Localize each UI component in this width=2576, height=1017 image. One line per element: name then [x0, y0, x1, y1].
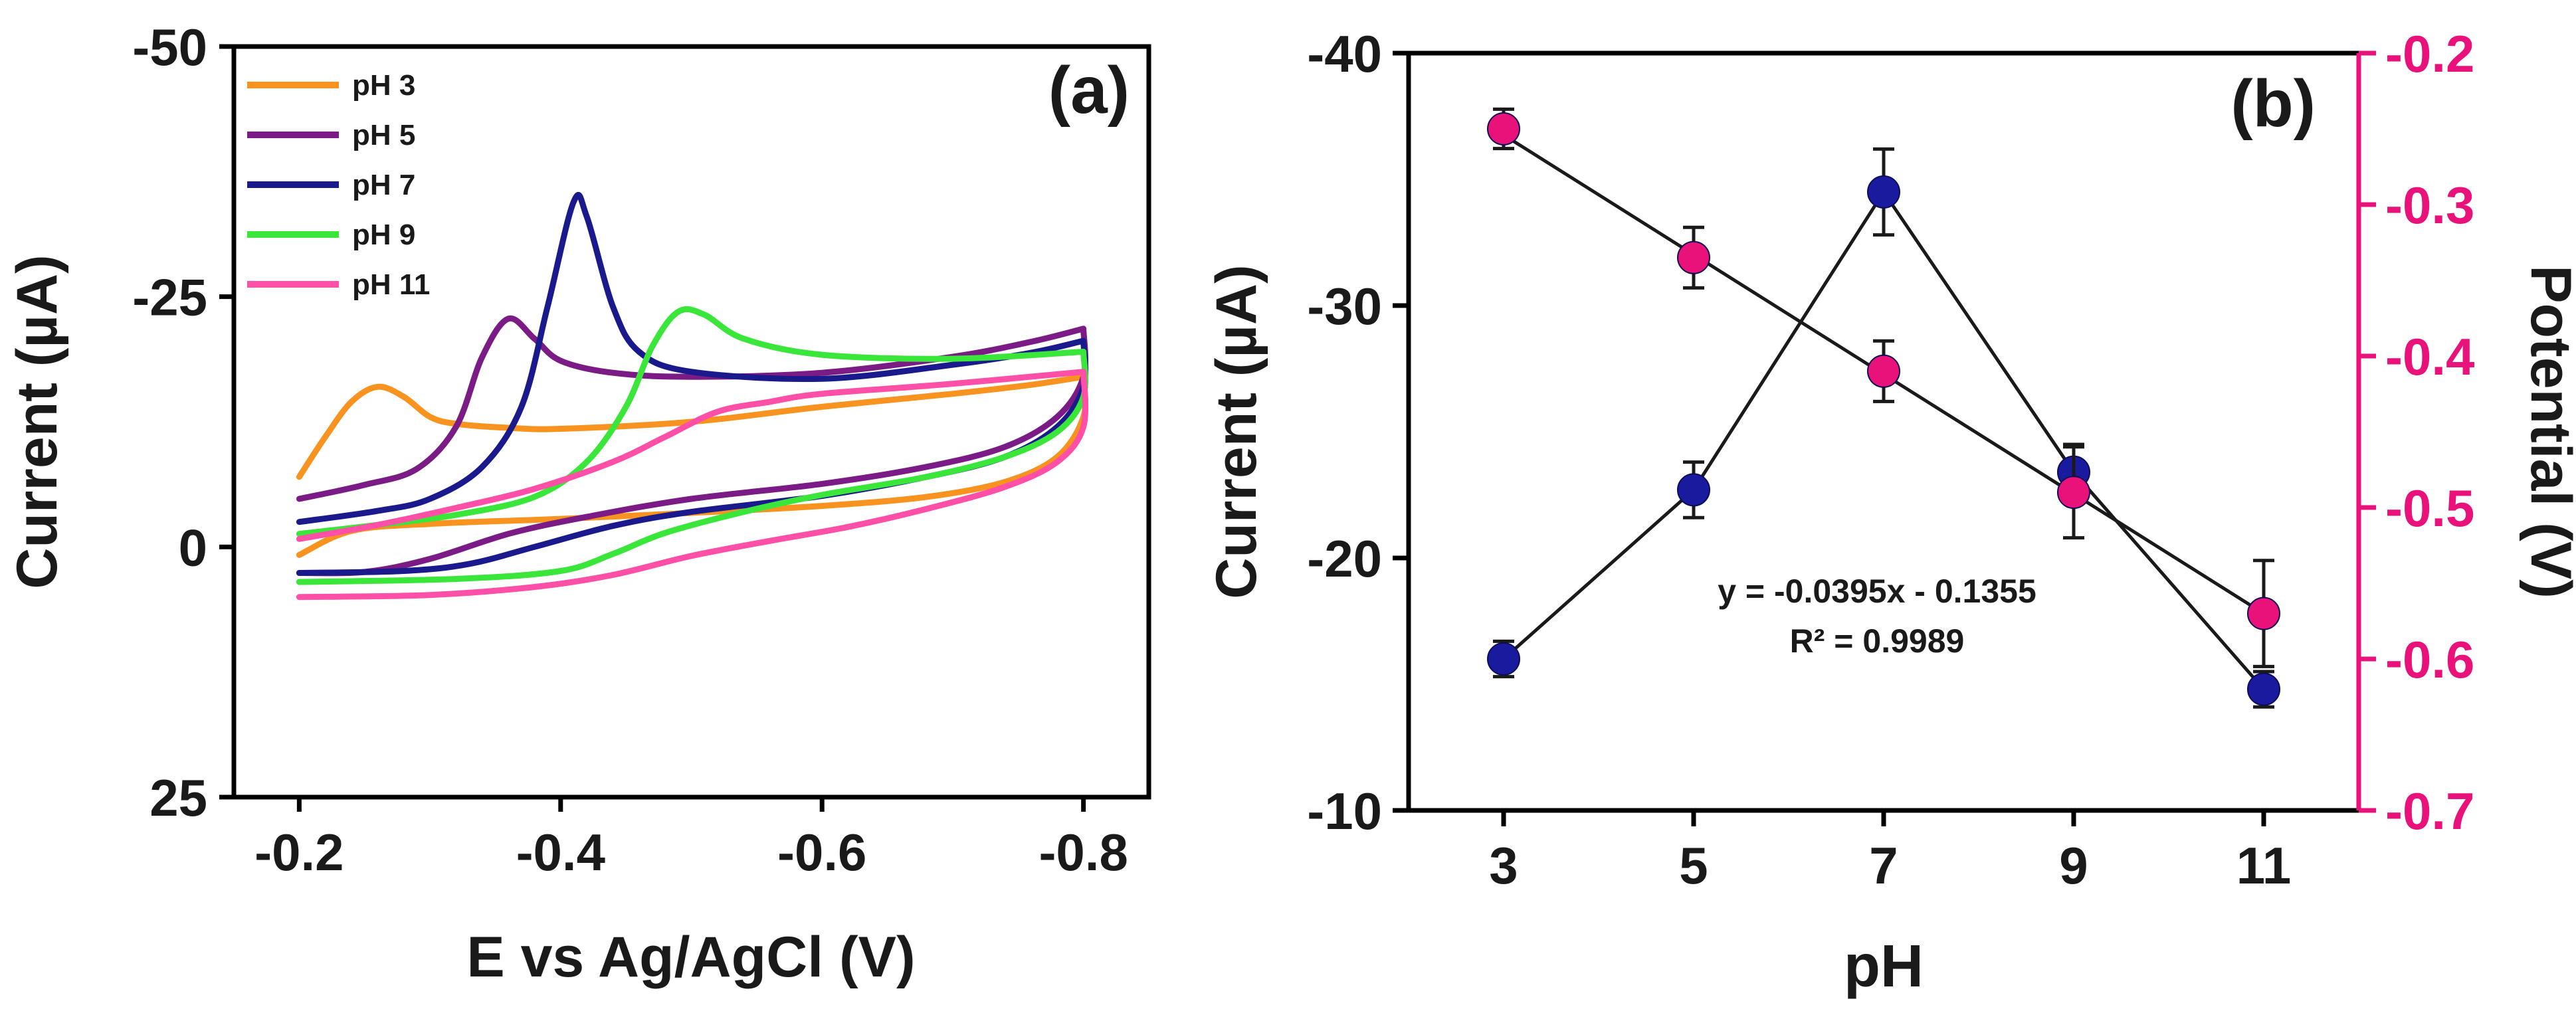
b-y-axis-title-right: Potential (V) — [2519, 265, 2576, 599]
a-curves — [296, 191, 1089, 601]
a-x-ticks: -0.2 -0.4 -0.6 -0.8 — [254, 797, 1128, 881]
legend-label-0: pH 3 — [352, 69, 415, 102]
potential-point — [1487, 112, 1520, 145]
potential-point — [2247, 597, 2280, 630]
legend-label-2: pH 7 — [352, 169, 415, 201]
current-point — [1487, 642, 1520, 676]
a-legend: pH 3 pH 5 pH 7 pH 9 pH 11 — [247, 69, 430, 301]
fit-equation: y = -0.0395x - 0.1355 — [1718, 573, 2036, 610]
fit-r-squared: R² = 0.9989 — [1790, 622, 1965, 660]
cv-forward-4 — [296, 369, 1087, 542]
a-y-tick-label: 25 — [149, 769, 207, 827]
a-y-tick-label: 0 — [179, 518, 207, 577]
b-x-tick-label: 3 — [1489, 836, 1518, 895]
b-y-tick-label-right: -0.5 — [2385, 479, 2474, 537]
b-y-tick-label: -10 — [1307, 782, 1382, 840]
cv-reverse-1 — [296, 325, 1089, 577]
cv-reverse-2 — [296, 337, 1089, 576]
b-y-tick-label-right: -0.3 — [2385, 176, 2474, 234]
a-plot-frame — [231, 44, 1151, 800]
current-connector — [1502, 189, 2265, 691]
potential-point — [2057, 476, 2090, 509]
a-y-tick-label: -25 — [132, 268, 207, 327]
b-y-ticks: -10 -20 -30 -40 — [1307, 25, 1409, 840]
b-x-tick-label: 11 — [2236, 836, 2291, 895]
b-y-tick-label: -40 — [1307, 25, 1382, 83]
b-y-tick-label-right: -0.6 — [2385, 630, 2474, 689]
current-point — [1677, 473, 1710, 507]
b-y-ticks-right: -0.2 -0.3 -0.4 -0.5 -0.6 -0.7 — [2359, 25, 2474, 840]
legend-label-3: pH 9 — [352, 219, 415, 251]
cv-forward-2 — [296, 191, 1087, 525]
a-x-axis-title: E vs Ag/AgCl (V) — [466, 925, 915, 989]
legend-label-1: pH 5 — [352, 119, 415, 151]
b-y-tick-label: -30 — [1307, 277, 1382, 335]
b-x-tick-label: 9 — [2059, 836, 2088, 895]
a-panel-label: (a) — [1048, 53, 1130, 128]
b-y-tick-label-right: -0.2 — [2385, 25, 2474, 83]
cv-forward-3 — [296, 306, 1087, 537]
cv-forward-0 — [296, 373, 1087, 480]
b-panel-label: (b) — [2230, 66, 2316, 141]
panel-b: 3 5 7 9 11 -10 -20 -30 -40 -0.2 -0.3 -0.4 -0.5 -0.6… — [1205, 25, 2576, 1000]
b-y-axis-title: Current (µA) — [1205, 264, 1268, 599]
a-y-ticks: -50 -25 0 25 — [132, 18, 234, 827]
b-y-tick-label-right: -0.7 — [2385, 782, 2474, 840]
a-x-tick-label: -0.6 — [777, 823, 866, 881]
potential-point — [1677, 240, 1710, 274]
a-x-tick-label: -0.8 — [1039, 823, 1128, 881]
legend-label-4: pH 11 — [352, 268, 430, 301]
b-x-ticks: 3 5 7 9 11 — [1489, 810, 2291, 895]
b-y-tick-label-right: -0.4 — [2385, 327, 2474, 386]
a-y-axis-title: Current (µA) — [5, 254, 69, 589]
b-x-tick-label: 5 — [1679, 836, 1708, 895]
current-point — [2247, 672, 2280, 706]
a-y-tick-label: -50 — [132, 18, 207, 76]
b-potential-group — [1487, 107, 2280, 668]
a-x-tick-label: -0.4 — [516, 823, 605, 881]
cv-reverse-3 — [296, 349, 1089, 585]
a-x-tick-label: -0.2 — [254, 823, 344, 881]
potential-point — [1867, 354, 1900, 388]
cv-reverse-4 — [296, 369, 1089, 601]
b-x-axis-title: pH — [1844, 933, 1924, 1000]
b-y-tick-label: -20 — [1307, 529, 1382, 588]
current-point — [1867, 175, 1900, 209]
b-x-tick-label: 7 — [1869, 836, 1898, 895]
